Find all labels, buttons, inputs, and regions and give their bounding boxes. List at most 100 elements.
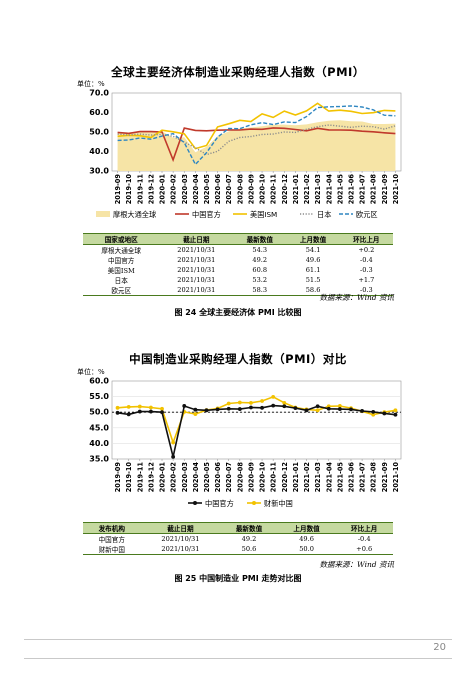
table-cell: 日本 xyxy=(114,277,128,285)
x-tick-label: 2021-01 xyxy=(292,174,300,205)
table-cell: 50.0 xyxy=(277,544,336,555)
data-point xyxy=(360,409,364,413)
x-tick-label: 2021-09 xyxy=(381,174,389,205)
table-cell: 49.6 xyxy=(305,256,321,264)
x-tick-label: 2019-09 xyxy=(114,462,122,493)
data-point xyxy=(171,454,176,459)
chart2-caption: 图 25 中国制造业 PMI 走势对比图 xyxy=(174,574,302,583)
x-tick-label: 2020-02 xyxy=(170,174,178,205)
table-cell: 中国官方 xyxy=(98,536,125,544)
legend-label: 摩根大通全球 xyxy=(113,210,156,219)
y-tick-label: 60.0 xyxy=(89,108,109,117)
data-point xyxy=(393,412,398,417)
data-point xyxy=(204,408,209,413)
x-tick-label: 2021-03 xyxy=(314,174,322,205)
table-row: 摩根大通全球 2021/10/31 54.3 54.1 +0.2 xyxy=(83,245,393,255)
chart1-table: 国家或地区 截止日期 最新数值 上月数值 环比上月 摩根大通全球 2021/10/31 54… xyxy=(83,233,393,296)
table-cell: 中国官方 xyxy=(108,257,135,265)
x-tick-label: 2019-11 xyxy=(136,462,144,493)
table-cell: 2021/10/31 xyxy=(177,246,216,254)
x-tick-label: 2020-01 xyxy=(159,174,167,205)
legend-label: 日本 xyxy=(317,210,331,219)
x-tick-label: 2019-12 xyxy=(147,462,155,493)
table-cell: -0.3 xyxy=(339,285,393,296)
x-tick-label: 2019-10 xyxy=(125,174,133,205)
data-point xyxy=(149,409,153,414)
table-cell: 美国ISM xyxy=(107,267,135,275)
table-cell: 51.5 xyxy=(305,276,321,284)
x-tick-label: 2020-07 xyxy=(225,174,233,205)
table-cell: 欧元区 xyxy=(83,285,160,296)
table-row: 中国官方 2021/10/31 49.2 49.6 -0.4 xyxy=(83,534,393,544)
table-cell: 58.6 xyxy=(286,285,340,296)
x-tick-label: 2020-07 xyxy=(225,462,233,493)
y-tick-label: 50.0 xyxy=(89,408,109,417)
data-point xyxy=(126,404,131,409)
x-tick-label: 2020-11 xyxy=(270,462,278,493)
data-point xyxy=(271,395,276,399)
chart2-table-header-3: 上月数值 xyxy=(277,522,336,534)
x-tick-label: 2021-09 xyxy=(381,462,389,493)
series-line-2 xyxy=(117,102,396,150)
chart1-table-header-2: 最新数值 xyxy=(233,233,287,245)
x-tick-label: 2020-09 xyxy=(247,462,255,493)
y-tick-label: 50.0 xyxy=(89,128,109,137)
table-row: 财新中国 2021/10/31 50.6 50.0 +0.6 xyxy=(83,544,393,555)
table-cell: 54.1 xyxy=(305,246,321,254)
x-tick-label: 2020-10 xyxy=(259,462,267,493)
y-tick-label: 60.0 xyxy=(89,377,109,386)
legend-label: 中国官方 xyxy=(205,499,234,508)
x-tick-label: 2019-09 xyxy=(114,174,122,205)
chart2-unit-label: 单位：% xyxy=(77,368,105,376)
data-point xyxy=(237,400,242,405)
x-tick-label: 2020-12 xyxy=(281,174,289,205)
table-cell: 50.6 xyxy=(220,544,278,555)
data-point xyxy=(226,401,231,406)
series-line-4 xyxy=(117,105,396,166)
chart2-table-header-0: 发布机构 xyxy=(83,522,141,534)
data-point xyxy=(304,408,309,413)
chart2-table: 发布机构 截止日期 最新数值 上月数值 环比上月 中国官方 2021/10/31 49.2 4… xyxy=(83,522,393,555)
series-line-1 xyxy=(117,127,396,163)
table-cell: 54.3 xyxy=(252,246,268,254)
table-row: 美国ISM 2021/10/31 60.8 61.1 -0.3 xyxy=(83,265,393,275)
data-point xyxy=(160,410,164,415)
page-number: 20 xyxy=(433,642,446,653)
data-point xyxy=(282,404,287,409)
x-tick-label: 2021-07 xyxy=(359,462,367,493)
x-tick-label: 2021-02 xyxy=(303,174,311,205)
table-cell: 53.2 xyxy=(252,276,268,284)
legend-label: 美国ISM xyxy=(250,210,277,219)
data-point xyxy=(137,409,142,414)
y-tick-label: 55.0 xyxy=(89,392,109,401)
chart1-table-header-0: 国家或地区 xyxy=(83,233,160,245)
series-line-0 xyxy=(117,404,396,457)
x-tick-label: 2020-03 xyxy=(181,174,189,205)
chart1-caption: 图 24 全球主要经济体 PMI 比较图 xyxy=(174,308,302,317)
y-tick-label: 40.0 xyxy=(89,147,109,156)
x-tick-label: 2021-10 xyxy=(392,174,400,205)
table-cell: 2021/10/31 xyxy=(177,276,216,284)
table-row: 欧元区 2021/10/31 58.3 58.6 -0.3 xyxy=(83,285,393,296)
table-cell: 61.1 xyxy=(305,266,321,274)
data-point xyxy=(371,409,376,414)
x-tick-label: 2021-07 xyxy=(359,174,367,205)
data-point xyxy=(237,407,242,411)
x-tick-label: 2021-05 xyxy=(336,174,344,205)
x-tick-label: 2020-01 xyxy=(159,462,167,493)
x-tick-label: 2021-08 xyxy=(370,174,378,205)
data-point xyxy=(349,407,353,412)
x-tick-label: 2020-11 xyxy=(270,174,278,205)
chart1-table-header-1: 截止日期 xyxy=(159,233,234,245)
data-point xyxy=(193,407,198,412)
x-tick-label: 2020-08 xyxy=(236,174,244,205)
chart1-title: 全球主要经济体制造业采购经理人指数（PMI） xyxy=(111,65,365,79)
data-point xyxy=(260,405,264,410)
data-point xyxy=(337,404,342,408)
data-point xyxy=(315,408,320,413)
data-point xyxy=(171,440,176,445)
table-cell: 财新中国 xyxy=(83,544,141,555)
x-tick-label: 2019-10 xyxy=(125,462,133,493)
x-tick-label: 2020-06 xyxy=(214,462,222,493)
